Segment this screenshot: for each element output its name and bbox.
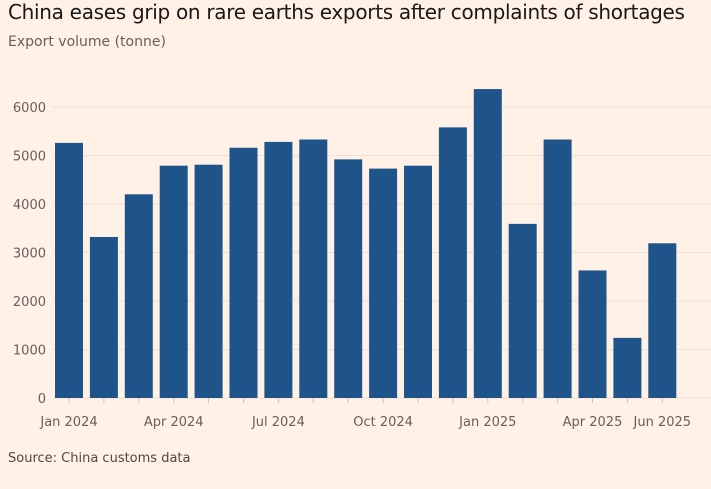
bar: [194, 164, 223, 398]
source-note: Source: China customs data: [8, 451, 191, 466]
bar: [473, 89, 502, 399]
bar: [55, 142, 83, 398]
bar: [543, 139, 572, 398]
bar: [124, 194, 153, 398]
bar: [578, 270, 607, 398]
y-tick-label: 4000: [13, 198, 46, 213]
chart-subtitle: Export volume (tonne): [8, 34, 166, 50]
bar: [89, 236, 118, 398]
y-tick-label: 6000: [13, 101, 46, 116]
x-tick-label: Jul 2024: [251, 415, 305, 430]
y-tick-label: 5000: [13, 150, 46, 165]
chart-title: China eases grip on rare earths exports …: [8, 0, 685, 24]
x-tick-label: Apr 2024: [144, 415, 204, 430]
bar: [613, 337, 642, 398]
y-tick-label: 1000: [13, 344, 46, 359]
bar: [334, 159, 363, 398]
y-tick-label: 3000: [13, 247, 46, 262]
bar: [438, 127, 467, 399]
bar: [648, 243, 677, 398]
y-tick-label: 2000: [13, 295, 46, 310]
bar: [229, 147, 258, 398]
x-tick-label: Jun 2025: [633, 415, 692, 430]
x-tick-label: Apr 2025: [563, 415, 623, 430]
bar: [404, 165, 432, 398]
x-tick-label: Jan 2025: [458, 415, 516, 430]
x-tick-label: Jan 2024: [39, 415, 97, 430]
bar: [159, 165, 188, 398]
bar: [264, 141, 293, 399]
bar: [369, 168, 398, 398]
y-tick-label: 0: [38, 392, 46, 407]
bar: [299, 139, 328, 398]
bar: [508, 223, 537, 398]
x-tick-label: Oct 2024: [353, 415, 413, 430]
